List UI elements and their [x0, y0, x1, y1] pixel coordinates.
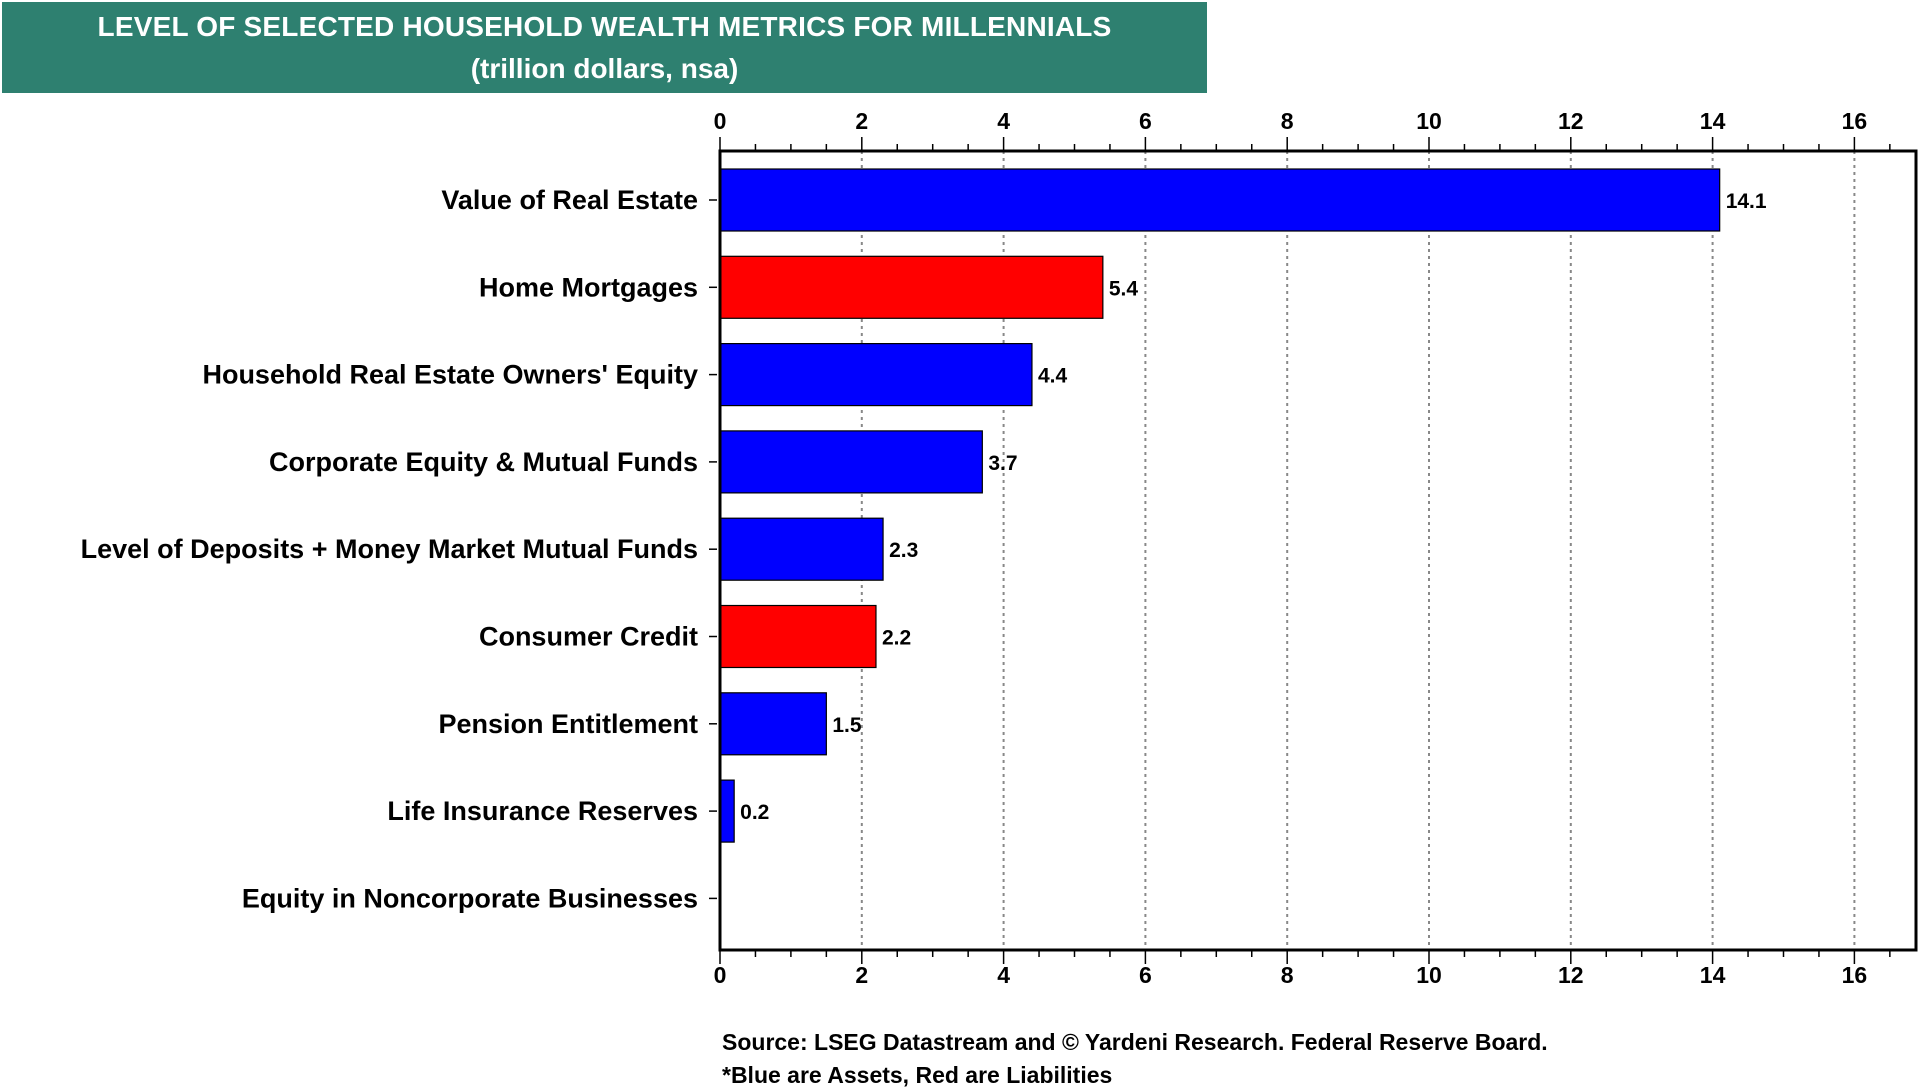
value-label-3: 3.7 — [988, 452, 1017, 475]
bar-5 — [719, 604, 877, 669]
category-label-6: Pension Entitlement — [438, 709, 698, 739]
chart-subtitle: (trillion dollars, nsa) — [470, 53, 739, 84]
axis-ticks — [709, 137, 1891, 964]
top-tick-label-12: 12 — [1558, 108, 1584, 134]
top-tick-label-14: 14 — [1700, 108, 1726, 134]
category-label-7: Life Insurance Reserves — [387, 796, 698, 826]
bar-4 — [719, 517, 884, 581]
category-label-5: Consumer Credit — [479, 622, 698, 652]
bottom-tick-label-4: 4 — [997, 962, 1010, 988]
bars — [719, 168, 1721, 843]
category-label-8: Equity in Noncorporate Businesses — [242, 883, 698, 913]
top-tick-label-8: 8 — [1281, 108, 1294, 134]
top-tick-label-10: 10 — [1416, 108, 1442, 134]
plot-frame — [718, 149, 1918, 952]
value-label-2: 4.4 — [1038, 365, 1068, 388]
value-label-1: 5.4 — [1109, 277, 1139, 300]
value-label-6: 1.5 — [832, 714, 862, 737]
bottom-tick-label-14: 14 — [1700, 962, 1726, 988]
top-tick-label-16: 16 — [1842, 108, 1868, 134]
bar-0 — [719, 168, 1721, 232]
category-label-0: Value of Real Estate — [441, 185, 698, 215]
category-label-2: Household Real Estate Owners' Equity — [202, 360, 698, 390]
bottom-tick-label-16: 16 — [1842, 962, 1868, 988]
bottom-tick-label-12: 12 — [1558, 962, 1584, 988]
top-tick-label-2: 2 — [855, 108, 868, 134]
value-label-0: 14.1 — [1726, 190, 1767, 213]
top-tick-label-0: 0 — [714, 108, 727, 134]
legend-note: *Blue are Assets, Red are Liabilities — [722, 1062, 1113, 1088]
bottom-tick-label-8: 8 — [1281, 962, 1294, 988]
bottom-tick-label-10: 10 — [1416, 962, 1442, 988]
top-tick-label-6: 6 — [1139, 108, 1152, 134]
bar-3 — [719, 430, 983, 494]
bar-7 — [719, 779, 735, 843]
bottom-tick-label-6: 6 — [1139, 962, 1152, 988]
value-label-7: 0.2 — [740, 801, 769, 824]
value-label-5: 2.2 — [882, 627, 911, 650]
bottom-tick-label-0: 0 — [714, 962, 727, 988]
category-label-3: Corporate Equity & Mutual Funds — [269, 447, 698, 477]
chart-title-banner: LEVEL OF SELECTED HOUSEHOLD WEALTH METRI… — [2, 2, 1207, 93]
category-label-1: Home Mortgages — [479, 272, 698, 302]
top-tick-label-4: 4 — [997, 108, 1010, 134]
category-label-4: Level of Deposits + Money Market Mutual … — [81, 534, 698, 564]
source-note: Source: LSEG Datastream and © Yardeni Re… — [722, 1029, 1548, 1055]
chart-title: LEVEL OF SELECTED HOUSEHOLD WEALTH METRI… — [97, 11, 1112, 42]
value-label-4: 2.3 — [889, 539, 918, 562]
bar-1 — [719, 255, 1104, 319]
bar-6 — [719, 692, 827, 756]
axis-labels: 14.1 Value of Real Estate 5.4 Home Mortgage… — [81, 108, 1868, 988]
bottom-tick-label-2: 2 — [855, 962, 868, 988]
bar-2 — [719, 343, 1033, 407]
